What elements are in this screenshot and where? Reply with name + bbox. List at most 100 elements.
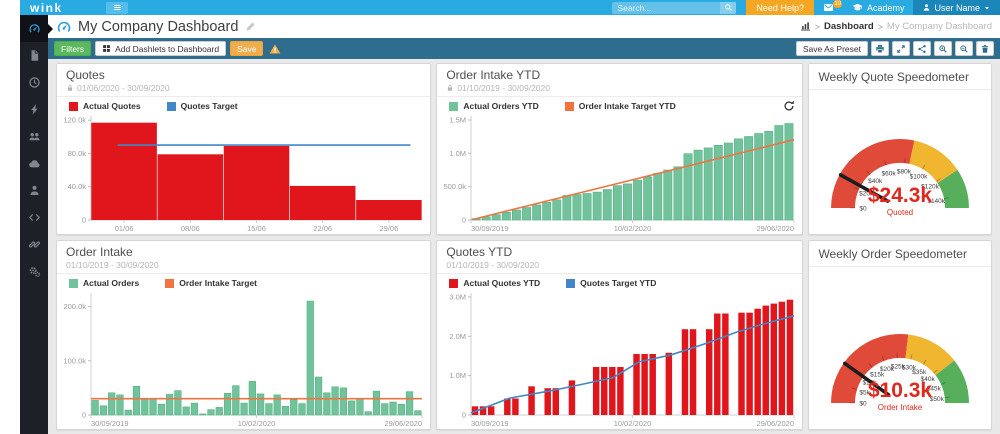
sidebar-item-dashboard[interactable] [20, 15, 53, 42]
dashlet-date-range: 01/06/2020 - 30/09/2020 [66, 83, 421, 93]
link-icon [28, 238, 41, 251]
trash-button[interactable] [976, 41, 994, 56]
svg-text:$30k: $30k [902, 365, 917, 372]
print-button[interactable] [871, 41, 889, 56]
legend-item[interactable]: Order Intake Target [165, 278, 257, 288]
lock-icon [66, 84, 74, 92]
warning-icon [269, 43, 281, 55]
dashlet-header[interactable]: Order Intake YTD 01/10/2019 - 30/09/2020 [437, 64, 803, 97]
dashlet-title: Order Intake [66, 245, 133, 259]
dashlet-header[interactable]: Order Intake 01/10/2019 - 30/09/2020 [57, 241, 431, 274]
sidebar-item-cloud[interactable] [20, 150, 48, 177]
legend-label: Order Intake Target [179, 278, 258, 288]
svg-text:$80k: $80k [897, 169, 912, 176]
sidebar-item-documents[interactable] [20, 42, 48, 69]
dashlet-header[interactable]: Quotes 01/06/2020 - 30/09/2020 [57, 64, 431, 97]
brand-logo: wink [30, 0, 63, 15]
breadcrumb-section[interactable]: Dashboard [824, 21, 874, 32]
gauge-value: $10.3k [868, 379, 933, 402]
page-title: My Company Dashboard [78, 18, 239, 35]
date-range-label: 01/06/2020 - 30/09/2020 [77, 83, 170, 93]
date-range-label: 01/10/2019 - 30/09/2020 [457, 83, 550, 93]
dashlet-weekly-quote-speedometer: Weekly Quote Speedometer $0 $20k $40k $60k $… [808, 63, 992, 235]
svg-text:29/06/2020: 29/06/2020 [757, 224, 795, 233]
chart-bars-icon[interactable] [800, 21, 811, 32]
gauge-svg: $0$5k$10k$15k$20k$25k$30k$35k$40k$45k$50… [831, 334, 970, 412]
legend-item[interactable]: Quotes Target YTD [566, 278, 656, 288]
svg-text:$40k: $40k [921, 376, 936, 383]
search-button[interactable] [720, 1, 737, 14]
messages-badge: 10 [833, 0, 842, 8]
expand-button[interactable] [892, 41, 910, 56]
legend-item[interactable]: Actual Orders [69, 278, 139, 288]
legend-item[interactable]: Actual Quotes YTD [449, 278, 540, 288]
sidebar-item-developer[interactable] [20, 204, 48, 231]
save-as-preset-button[interactable]: Save As Preset [795, 41, 868, 56]
svg-text:1.0M: 1.0M [450, 371, 467, 380]
add-dashlets-button[interactable]: Add Dashlets to Dashboard [95, 41, 227, 56]
dashlet-quotes: Quotes 01/06/2020 - 30/09/2020 Actual Qu… [56, 63, 432, 235]
legend-swatch [166, 101, 176, 111]
dashlet-title: Order Intake YTD [446, 68, 541, 82]
svg-text:08/06: 08/06 [181, 224, 200, 233]
svg-text:2.0M: 2.0M [450, 332, 467, 341]
legend-item[interactable]: Quotes Target [166, 101, 238, 111]
gears-icon [28, 265, 41, 278]
search-input[interactable] [612, 1, 721, 14]
svg-text:$15k: $15k [871, 371, 886, 378]
chart-svg: 0 100.0k 200.0k 30/09/2019 10/02/2020 29/06/2… [63, 293, 423, 428]
need-help-button[interactable]: Need Help? [746, 0, 814, 15]
legend-item[interactable]: Order Intake Target YTD [564, 101, 676, 111]
dashlet-header[interactable]: Weekly Order Speedometer [809, 241, 991, 267]
chart-legend: Actual Orders Order Intake Target [57, 274, 430, 288]
svg-text:120.0k: 120.0k [63, 116, 86, 125]
dashlet-title: Weekly Order Speedometer [818, 247, 967, 261]
svg-text:$120k: $120k [922, 184, 940, 191]
dashlet-header[interactable]: Weekly Quote Speedometer [809, 64, 991, 90]
svg-text:3.0M: 3.0M [450, 292, 467, 301]
legend-label: Order Intake Target YTD [578, 101, 676, 111]
academy-button[interactable]: Academy [843, 0, 914, 15]
hamburger-menu-button[interactable] [106, 1, 128, 14]
search-icon [724, 3, 733, 12]
sidebar-item-integrations[interactable] [20, 231, 48, 258]
sidebar-item-history[interactable] [20, 69, 48, 96]
users-icon [28, 130, 41, 143]
chart-legend: Actual Quotes YTD Quotes Target YTD [437, 274, 802, 288]
save-button[interactable]: Save [230, 41, 264, 56]
share-button[interactable] [913, 41, 931, 56]
filters-button[interactable]: Filters [54, 41, 92, 56]
legend-item[interactable]: Actual Orders YTD [449, 101, 539, 111]
sidebar-item-teams[interactable] [20, 123, 48, 150]
breadcrumb-separator: > [814, 21, 821, 32]
svg-text:30/09/2019: 30/09/2019 [471, 224, 509, 233]
refresh-icon[interactable] [783, 100, 795, 112]
legend-item[interactable]: Actual Quotes [69, 101, 141, 111]
svg-text:$100k: $100k [910, 173, 928, 180]
legend-swatch [69, 101, 78, 111]
dashlet-title: Weekly Quote Speedometer [818, 70, 969, 84]
sidebar-item-settings[interactable] [20, 258, 48, 285]
print-icon [875, 44, 885, 54]
user-name-label: User Name [934, 2, 980, 13]
svg-text:0: 0 [462, 216, 466, 225]
trash-icon [980, 44, 990, 54]
legend-swatch [566, 278, 576, 288]
sidebar-item-contacts[interactable] [20, 177, 48, 204]
svg-text:01/06: 01/06 [115, 224, 134, 233]
zoom-out-button[interactable] [955, 41, 973, 56]
zoom-in-button[interactable] [934, 41, 952, 56]
edit-title-icon[interactable] [245, 21, 256, 32]
sidebar-item-actions[interactable] [20, 96, 48, 123]
svg-text:$0: $0 [860, 206, 868, 213]
dashlet-title: Quotes [66, 68, 105, 82]
messages-button[interactable]: 10 [814, 0, 843, 15]
chart-weekly-order-speedometer: $0$5k$10k$15k$20k$25k$30k$35k$40k$45k$50… [809, 267, 991, 429]
legend-swatch [564, 101, 574, 111]
dashlet-body: Actual Orders Order Intake Target 0 100.0k 2… [57, 274, 430, 429]
menu-icon [113, 3, 122, 12]
gauge-svg: $0 $20k $40k$60k $80k$100k $120k $140k$24.3kQ… [831, 139, 970, 217]
svg-text:29/06: 29/06 [380, 224, 399, 233]
user-menu-button[interactable]: User Name [913, 0, 1000, 15]
dashlet-header[interactable]: Quotes YTD 01/10/2019 - 30/09/2020 [437, 241, 803, 274]
